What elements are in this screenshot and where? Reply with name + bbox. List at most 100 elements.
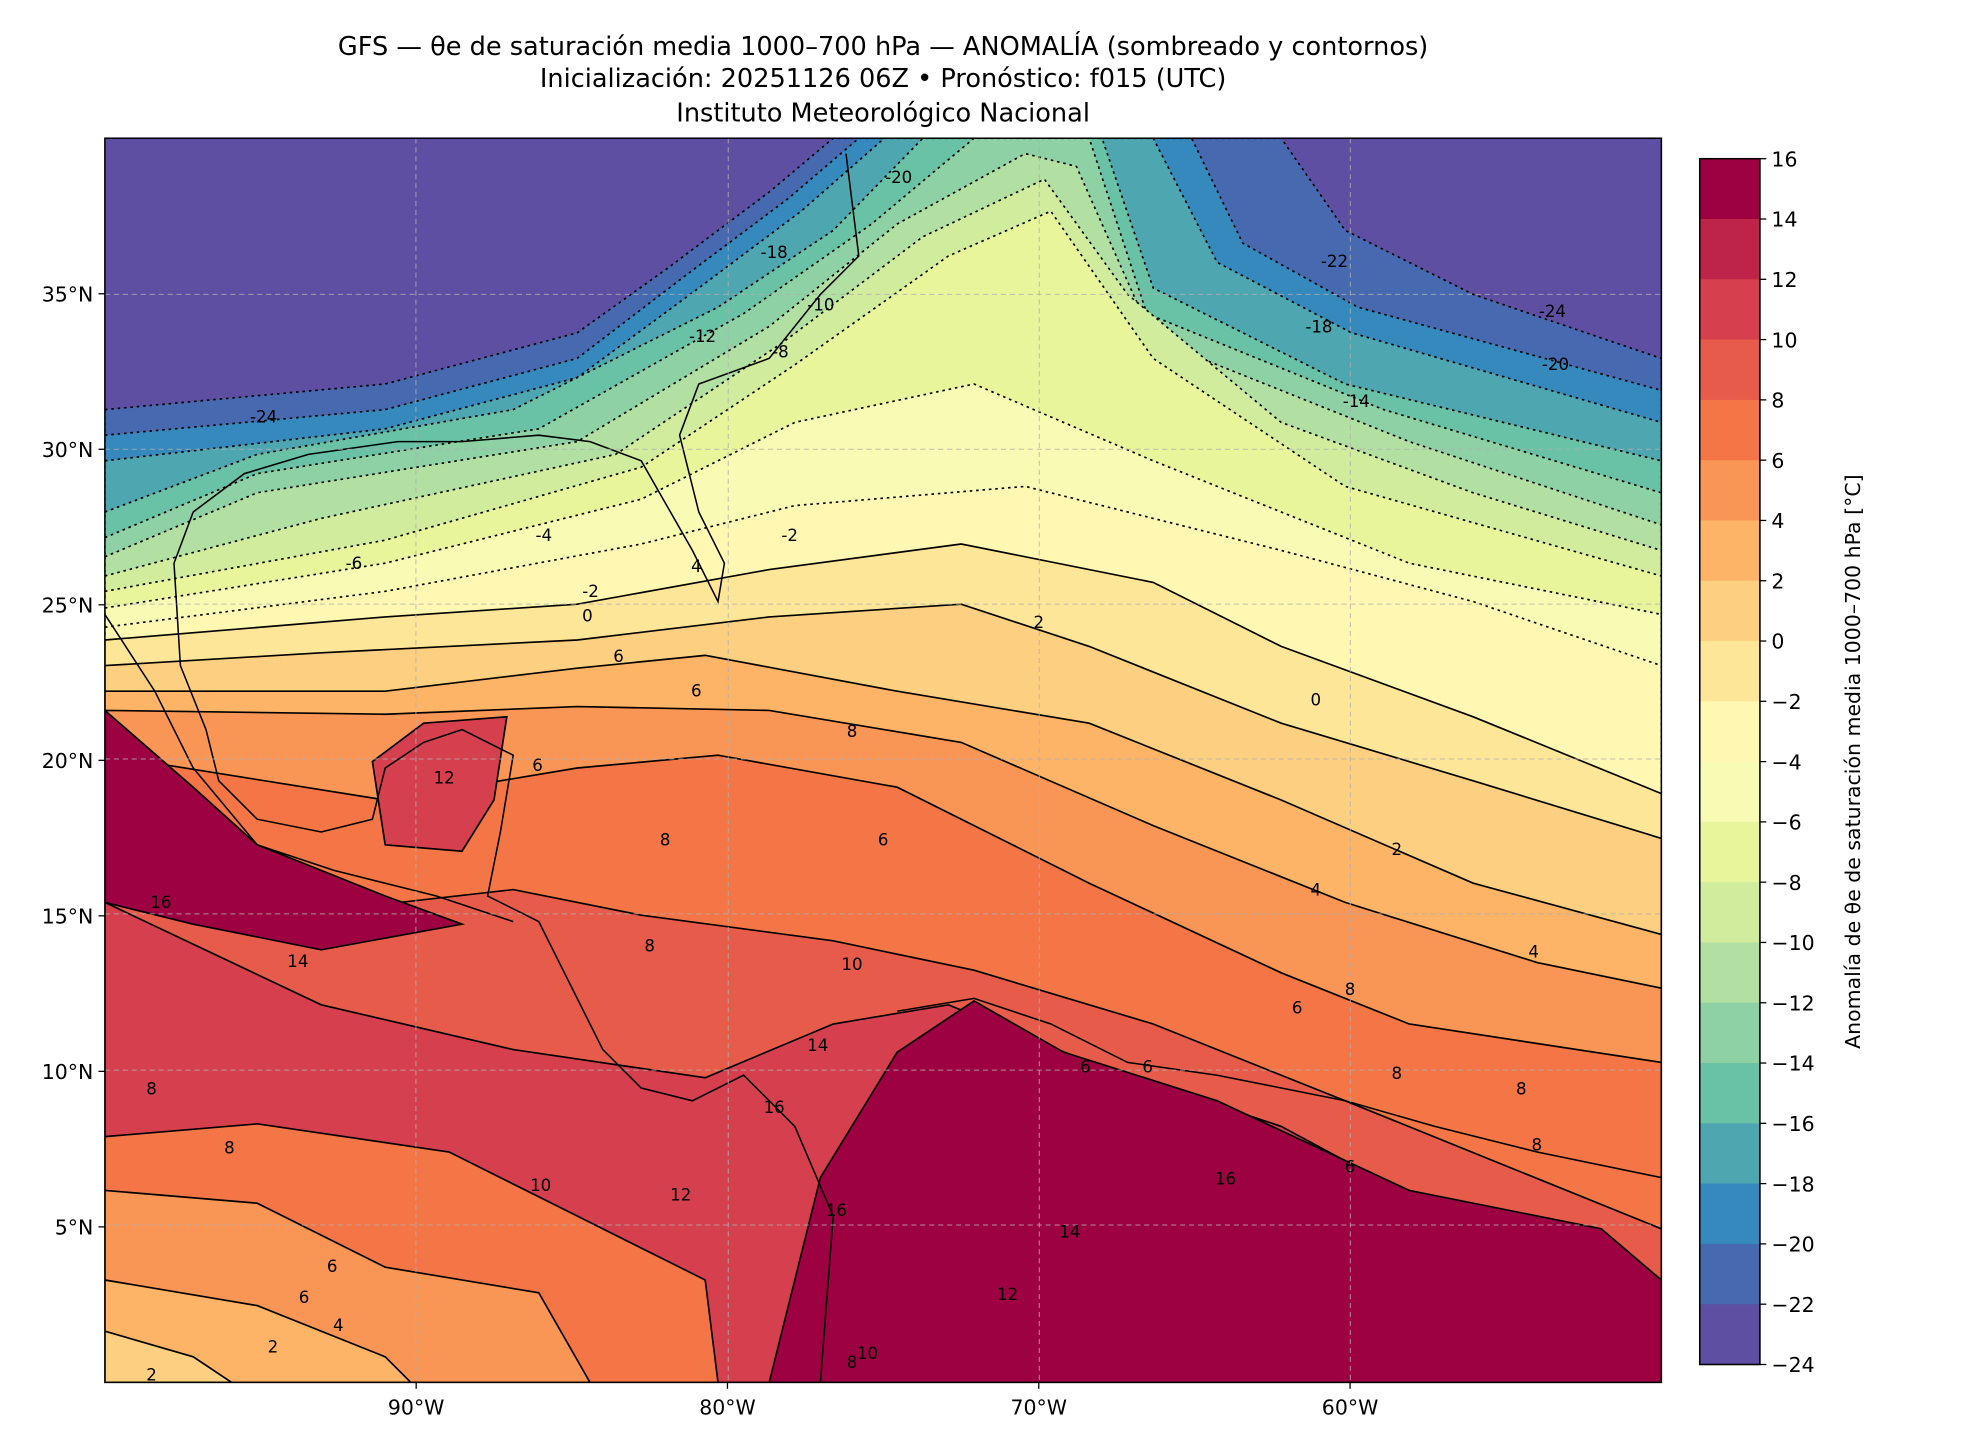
contour-label: 6	[878, 831, 889, 850]
contour-label: -24	[250, 408, 277, 427]
contour-label: -20	[1542, 355, 1569, 374]
contour-label: 8	[644, 936, 655, 955]
band-14-pacific	[104, 709, 466, 951]
colorbar-segment	[1699, 399, 1760, 461]
colorbar-tick-label: −14	[1771, 1052, 1814, 1076]
band-12-yucatan	[371, 715, 508, 853]
contour-label: 14	[287, 952, 308, 971]
contour-label: 6	[327, 1257, 338, 1276]
x-tick-label: 70°W	[1011, 1395, 1068, 1419]
colorbar-segment	[1699, 279, 1760, 341]
contour-label: 0	[1311, 691, 1322, 710]
chart-title: GFS — θe de saturación media 1000–700 hP…	[338, 32, 1428, 62]
colorbar-tick-label: 0	[1771, 630, 1784, 654]
contour-label: 6	[532, 756, 543, 775]
contour-label: 16	[1215, 1170, 1236, 1189]
contour-label: 0	[582, 607, 593, 626]
colorbar-segment	[1699, 761, 1760, 823]
contour-label: 14	[807, 1036, 828, 1055]
colorbar: 16 14 12 10 8 6 4 2 0 −2 −4 −6 −8 −10 −12 −14 −16 −18 −20 −…	[1698, 147, 1815, 1377]
coastlines	[104, 153, 1662, 1383]
colorbar-tick-label: −18	[1771, 1172, 1814, 1196]
contour-label: 4	[333, 1316, 344, 1335]
x-tick-label: 80°W	[699, 1395, 756, 1419]
contour-label: 2	[1033, 613, 1044, 632]
contour-label: 2	[268, 1338, 279, 1357]
contour-label: 12	[434, 768, 455, 787]
y-tick-label: 10°N	[42, 1060, 94, 1084]
colorbar-segment	[1699, 1123, 1760, 1185]
contour-label: 6	[1345, 1157, 1356, 1176]
colorbar-segment	[1699, 1063, 1760, 1124]
colorbar-tick-label: −4	[1771, 750, 1801, 774]
band-0-pacific-south	[104, 1330, 234, 1383]
band-14-south-america	[768, 999, 1662, 1383]
gridlines	[104, 138, 1662, 1383]
colorbar-segment	[1699, 339, 1760, 401]
contour-label: 6	[1080, 1058, 1091, 1077]
contour-label: 8	[1391, 1064, 1402, 1083]
y-tick-label: 35°N	[42, 282, 94, 306]
contour-label: 6	[299, 1288, 310, 1307]
colorbar-tick-label: −16	[1771, 1112, 1814, 1136]
colorbar-segment	[1699, 882, 1760, 944]
colorbar-tick-label: −24	[1771, 1353, 1814, 1377]
colorbar-tick-label: −6	[1771, 811, 1801, 835]
contour-label: 2	[146, 1366, 157, 1385]
contour-label: 16	[150, 893, 171, 912]
contour-label: 12	[997, 1285, 1018, 1304]
contour-label: 6	[1142, 1058, 1153, 1077]
contour-label: 14	[1059, 1223, 1080, 1242]
contour-label: -2	[781, 526, 798, 545]
colorbar-tick-label: −2	[1771, 690, 1801, 714]
contour-label: 6	[691, 681, 702, 700]
colorbar-tick-label: −8	[1771, 871, 1801, 895]
contour-label: 16	[826, 1201, 847, 1220]
colorbar-segment	[1699, 701, 1760, 763]
colorbar-tick-label: 8	[1771, 389, 1784, 413]
contour-labels: -24-22-24-18-20-12-10-8-18-20-14-6-4 -24-…	[146, 168, 1569, 1385]
contour-label: -22	[1321, 252, 1348, 271]
contour-label: 4	[1311, 880, 1322, 899]
contour-label: 6	[1292, 999, 1303, 1018]
contour-label: 8	[847, 722, 858, 741]
contour-label: -18	[1305, 317, 1332, 336]
colorbar-segment	[1699, 942, 1760, 1004]
chart-subtitle: Inicialización: 20251126 06Z • Pronóstic…	[540, 64, 1227, 94]
colorbar-tick-label: −20	[1771, 1233, 1814, 1257]
contour-label: 6	[613, 647, 624, 666]
contour-label: -24	[1539, 302, 1566, 321]
colorbar-segment	[1699, 219, 1760, 280]
colorbar-tick-label: −10	[1771, 931, 1814, 955]
y-tick-label: 20°N	[42, 749, 94, 773]
y-tick-label: 5°N	[55, 1216, 94, 1240]
contour-label: 8	[660, 831, 671, 850]
contour-label: 10	[841, 955, 862, 974]
contour-label: 8	[224, 1139, 235, 1158]
contour-label: 10	[857, 1344, 878, 1363]
contour-label: 4	[1528, 943, 1539, 962]
contour-label: -6	[346, 554, 363, 573]
colorbar-segment	[1699, 1243, 1760, 1305]
contour-label: -20	[885, 168, 912, 187]
contour-label: 2	[1391, 840, 1402, 859]
colorbar-tick-label: 12	[1771, 268, 1797, 292]
contour-label: -12	[689, 327, 716, 346]
colorbar-tick-label: −22	[1771, 1293, 1814, 1317]
colorbar-tick-label: 2	[1771, 569, 1784, 593]
contour-label: -2	[582, 582, 599, 601]
colorbar-segment	[1699, 520, 1760, 582]
colorbar-tick-label: 16	[1771, 147, 1797, 171]
colorbar-tick-label: 14	[1771, 208, 1797, 232]
map-area: -24-22-24-18-20-12-10-8-18-20-14-6-4 -24-…	[104, 138, 1662, 1385]
colorbar-label: Anomalía de θe de saturación media 1000–…	[1841, 474, 1865, 1048]
colorbar-segment	[1699, 460, 1760, 522]
contour-label: -8	[772, 342, 789, 361]
contour-label: -18	[761, 243, 788, 262]
colorbar-segment	[1699, 1002, 1760, 1064]
colorbar-segment	[1699, 158, 1760, 220]
y-tick-label: 25°N	[42, 593, 94, 617]
x-tick-label: 90°W	[388, 1395, 445, 1419]
x-tick-label: 60°W	[1322, 1395, 1379, 1419]
